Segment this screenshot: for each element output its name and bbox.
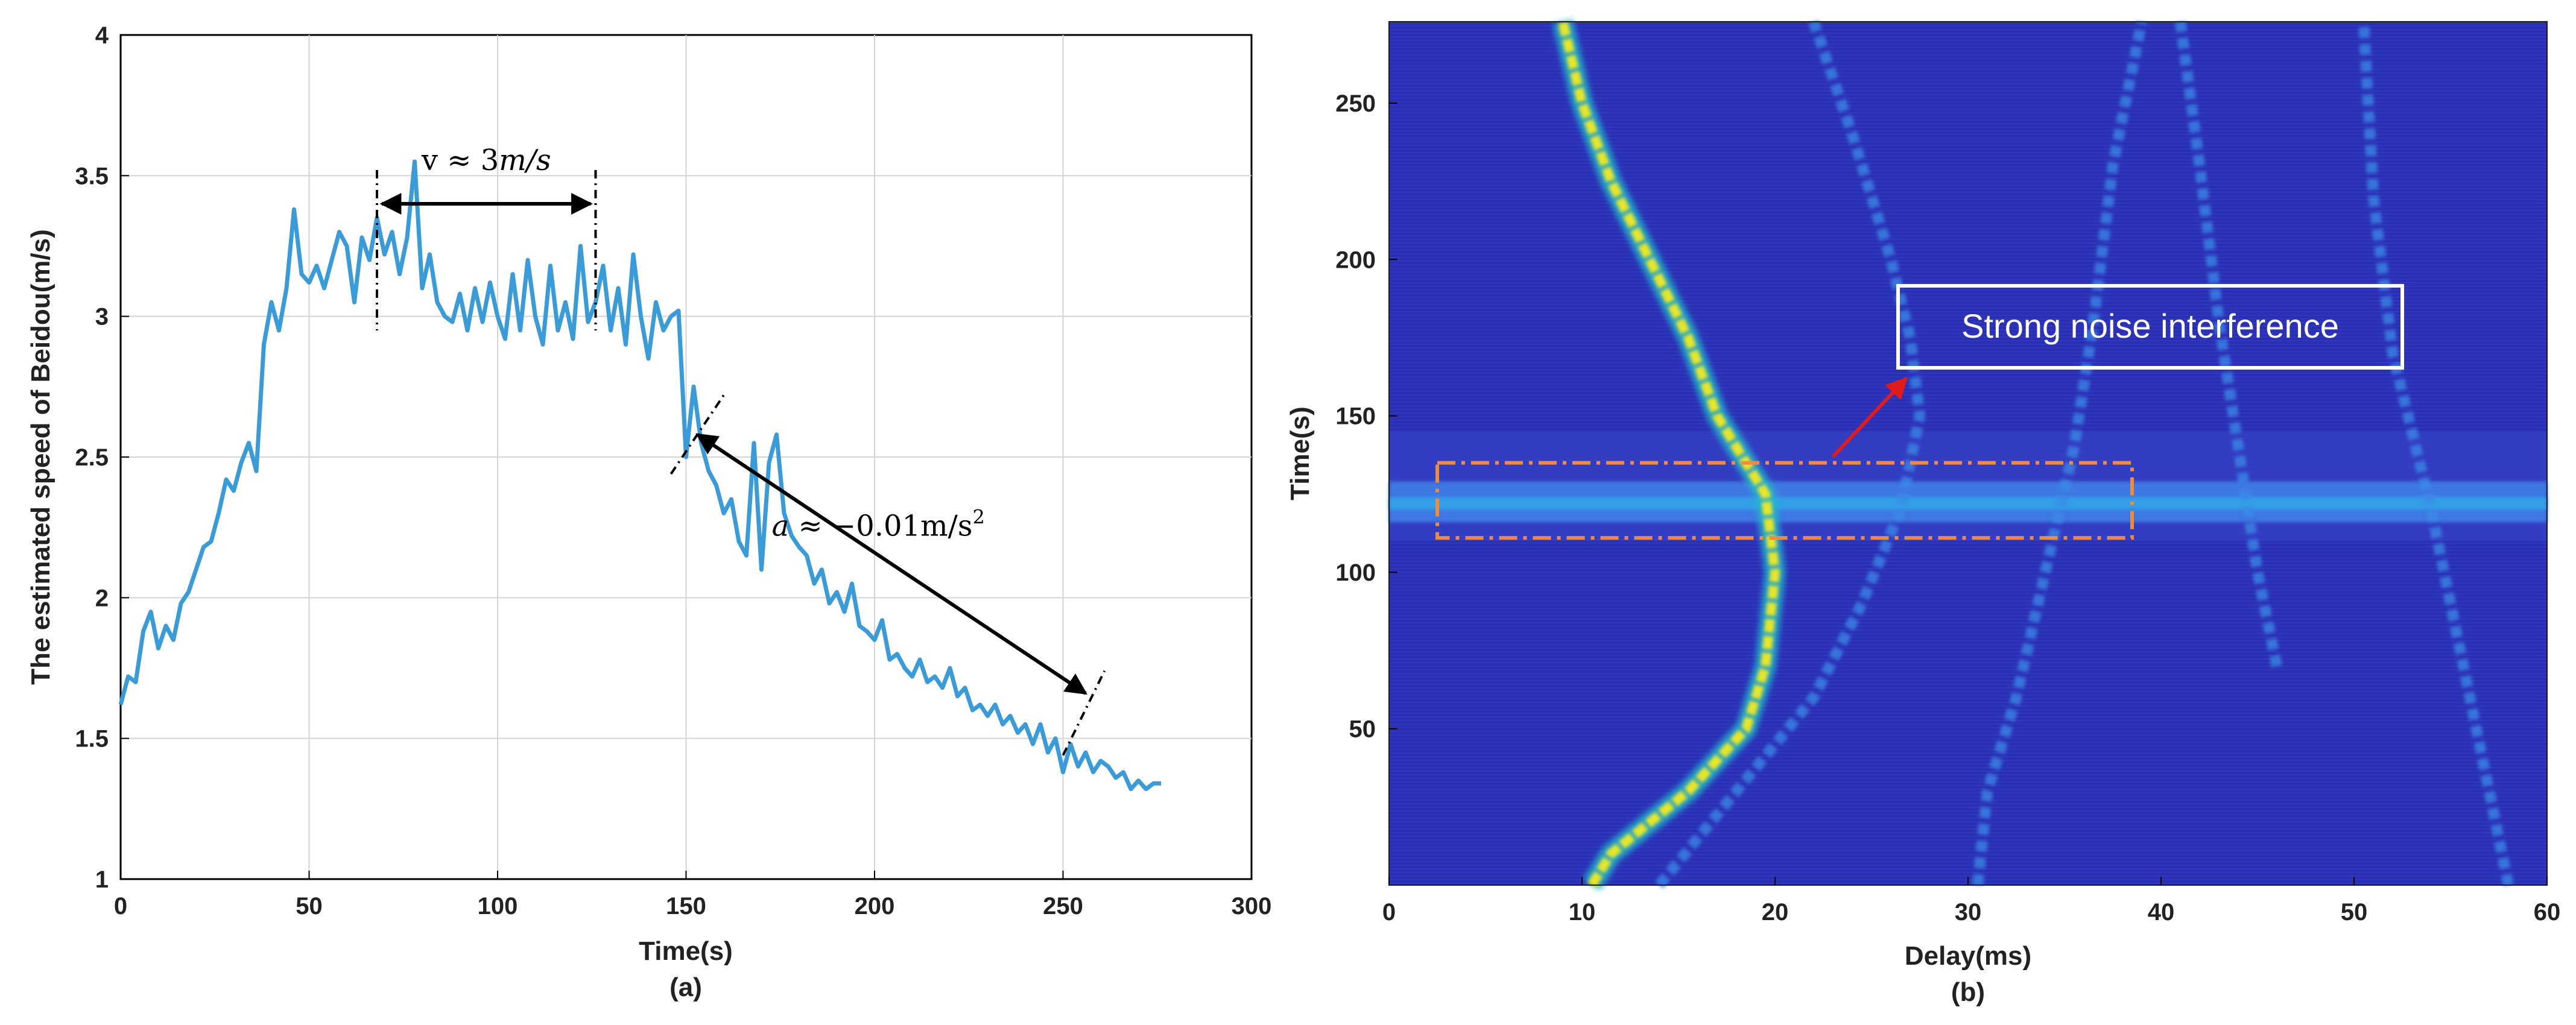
ticks-b: 0 10 20 30 40 50 60 50 100 150 200 250 — [1335, 90, 2560, 926]
a-guide-bottom — [1062, 670, 1106, 756]
x-tick-label: 30 — [1955, 899, 1982, 926]
acceleration-annotation: a ≈ −0.01m/s2 — [772, 506, 985, 543]
panel-label-a: (a) — [669, 973, 702, 1002]
trace-echo-2 — [1972, 20, 2147, 886]
trace-main — [1558, 20, 1780, 888]
velocity-annotation: v ≈ 3m/s — [421, 144, 551, 177]
y-tick-label: 3.5 — [75, 163, 109, 189]
x-tick-label: 100 — [478, 893, 518, 919]
panel-label-b: (b) — [1951, 977, 1985, 1007]
noise-band-peak — [1389, 497, 2547, 510]
trace-echo-4 — [2358, 21, 2514, 886]
y-tick-label: 250 — [1335, 90, 1376, 117]
y-axis-label-b: Time(s) — [1285, 406, 1315, 500]
y-tick-label: 2 — [95, 585, 109, 611]
x-tick-label: 40 — [2148, 899, 2175, 926]
y-tick-label: 50 — [1349, 716, 1376, 743]
callout-box — [1896, 284, 2404, 370]
noise-band — [1389, 431, 2547, 541]
x-tick-label: 60 — [2534, 899, 2561, 926]
x-tick-label: 150 — [666, 893, 706, 919]
trace-echo-3 — [2175, 20, 2282, 667]
x-tick-label: 10 — [1569, 899, 1596, 926]
y-tick-label: 3 — [95, 304, 109, 330]
x-axis-label-b: Delay(ms) — [1905, 941, 2031, 971]
x-tick-label: 250 — [1043, 893, 1083, 919]
x-tick-label: 20 — [1762, 899, 1789, 926]
y-tick-label: 4 — [95, 22, 109, 49]
x-tick-label: 50 — [296, 893, 323, 919]
ticks-a: 0 50 100 150 200 250 300 1 1.5 2 2.5 3 3.5 4 — [75, 22, 1271, 919]
callout-text: Strong noise interference — [1961, 307, 2339, 345]
y-tick-label: 200 — [1335, 247, 1376, 273]
annotations-a: v ≈ 3m/s a ≈ −0.01m/s2 — [376, 144, 1106, 756]
y-axis-label-a: The estimated speed of Beidou(m/s) — [26, 229, 55, 684]
y-tick-label: 1 — [95, 866, 109, 893]
panel-a-line-chart: 0 50 100 150 200 250 300 1 1.5 2 2.5 3 3.5 4 v ≈ 3m/s… — [26, 22, 1271, 1002]
x-tick-label: 50 — [2341, 899, 2368, 926]
y-tick-label: 100 — [1335, 560, 1376, 586]
noise-region-box — [1435, 461, 2134, 540]
a-arrow — [695, 433, 1087, 695]
y-tick-label: 150 — [1335, 403, 1376, 430]
x-tick-label: 0 — [1382, 899, 1396, 926]
y-tick-label: 2.5 — [75, 444, 109, 471]
y-tick-label: 1.5 — [75, 726, 109, 752]
x-tick-label: 0 — [114, 893, 127, 919]
x-tick-label: 300 — [1232, 893, 1272, 919]
callout-arrow — [1831, 376, 1908, 458]
x-axis-label-a: Time(s) — [639, 936, 733, 966]
speed-series-line — [118, 159, 1161, 792]
panel-b-heatmap: 0 10 20 30 40 50 60 50 100 150 200 250 Strong noise… — [1285, 19, 2560, 1007]
x-tick-label: 200 — [855, 893, 895, 919]
